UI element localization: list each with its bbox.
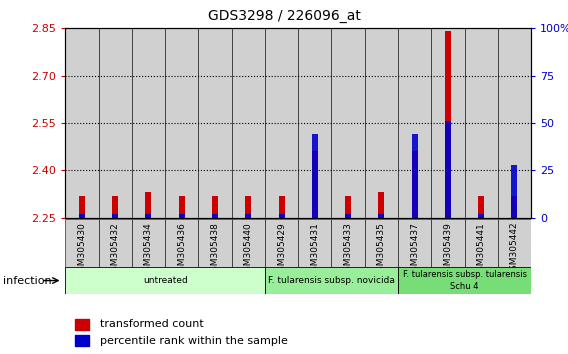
Bar [265, 219, 298, 267]
Bar [165, 219, 198, 267]
Bar [132, 28, 165, 218]
Text: infection: infection [3, 275, 52, 286]
Bar [398, 28, 431, 218]
Text: untreated: untreated [143, 276, 187, 285]
Bar [79, 196, 85, 218]
Bar [332, 219, 365, 267]
Text: GSM305431: GSM305431 [310, 222, 319, 277]
Bar [265, 28, 298, 218]
Text: GSM305436: GSM305436 [177, 222, 186, 277]
Bar [412, 152, 417, 218]
Bar [278, 214, 285, 218]
Bar [378, 193, 385, 218]
Text: transformed count: transformed count [101, 319, 204, 329]
Bar [212, 214, 218, 218]
Bar [179, 214, 185, 218]
Text: GSM305442: GSM305442 [510, 222, 519, 276]
Text: GSM305429: GSM305429 [277, 222, 286, 276]
Bar [298, 28, 332, 218]
Bar [112, 196, 118, 218]
Bar [511, 165, 517, 218]
Text: GSM305437: GSM305437 [410, 222, 419, 277]
Bar [412, 135, 417, 218]
Bar [99, 28, 132, 218]
Bar [465, 28, 498, 218]
Bar [179, 196, 185, 218]
Bar [365, 28, 398, 218]
Bar [378, 214, 385, 218]
Bar [145, 193, 152, 218]
Bar [145, 214, 152, 218]
Text: GSM305435: GSM305435 [377, 222, 386, 277]
Bar [445, 121, 451, 218]
Bar [112, 214, 118, 218]
Text: GSM305439: GSM305439 [444, 222, 452, 277]
Bar [278, 196, 285, 218]
Bar [79, 214, 85, 218]
Bar [445, 32, 451, 218]
Bar [431, 219, 465, 267]
Text: GSM305440: GSM305440 [244, 222, 253, 276]
Text: GSM305430: GSM305430 [77, 222, 86, 277]
Bar [198, 219, 232, 267]
Text: GDS3298 / 226096_at: GDS3298 / 226096_at [207, 9, 361, 23]
Text: F. tularensis subsp. tularensis: F. tularensis subsp. tularensis [403, 270, 527, 279]
Bar [74, 335, 89, 346]
Text: percentile rank within the sample: percentile rank within the sample [101, 336, 288, 346]
Bar [312, 152, 318, 218]
Bar [298, 219, 332, 267]
Bar [511, 196, 517, 218]
Bar [232, 219, 265, 267]
Bar [478, 196, 484, 218]
Bar [212, 196, 218, 218]
Bar [345, 214, 351, 218]
Bar [245, 196, 251, 218]
Bar [398, 219, 431, 267]
Bar [431, 28, 465, 218]
Bar [365, 219, 398, 267]
Bar [345, 196, 351, 218]
Bar [265, 267, 398, 294]
Text: GSM305441: GSM305441 [477, 222, 486, 276]
Text: GSM305434: GSM305434 [144, 222, 153, 276]
Bar [332, 28, 365, 218]
Bar [498, 28, 531, 218]
Text: F. tularensis subsp. novicida: F. tularensis subsp. novicida [268, 276, 395, 285]
Text: GSM305433: GSM305433 [344, 222, 353, 277]
Text: GSM305438: GSM305438 [211, 222, 219, 277]
Bar [65, 28, 99, 218]
Bar [165, 28, 198, 218]
Bar [65, 219, 99, 267]
Bar [65, 267, 265, 294]
Bar [398, 267, 531, 294]
Bar [312, 135, 318, 218]
Bar [99, 219, 132, 267]
Bar [232, 28, 265, 218]
Text: Schu 4: Schu 4 [450, 282, 479, 291]
Bar [74, 319, 89, 330]
Bar [498, 219, 531, 267]
Bar [198, 28, 232, 218]
Text: GSM305432: GSM305432 [111, 222, 120, 276]
Bar [478, 214, 484, 218]
Bar [465, 219, 498, 267]
Bar [132, 219, 165, 267]
Bar [245, 214, 251, 218]
